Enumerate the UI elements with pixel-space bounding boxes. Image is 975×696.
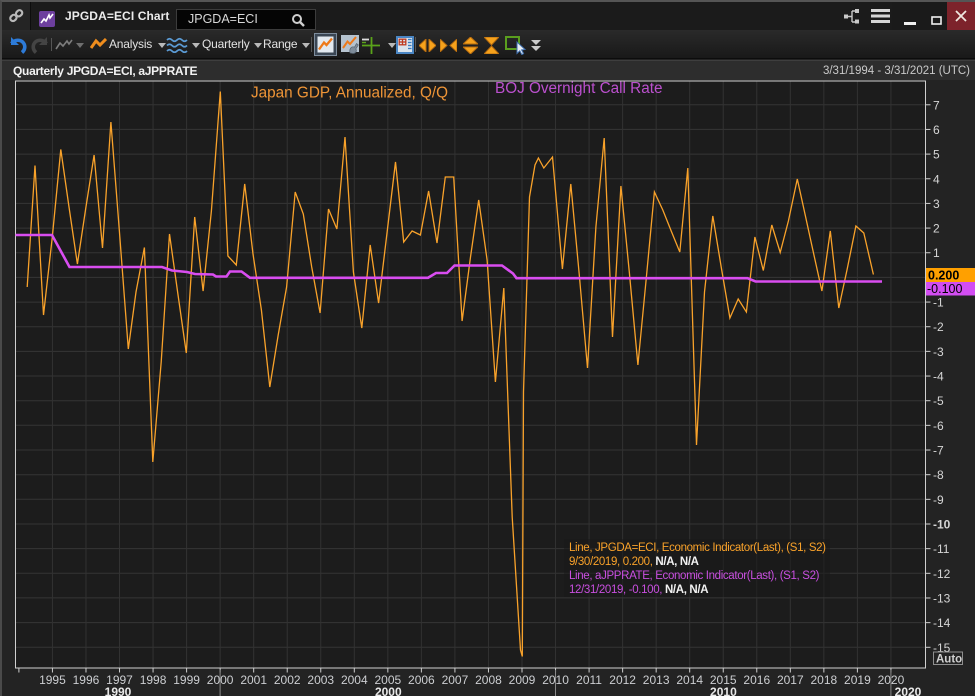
svg-text:1998: 1998	[140, 673, 167, 687]
svg-text:2005: 2005	[374, 673, 401, 687]
svg-text:2006: 2006	[408, 673, 435, 687]
svg-text:2020: 2020	[895, 685, 922, 696]
svg-text:-6: -6	[933, 419, 944, 433]
svg-text:2014: 2014	[676, 673, 703, 687]
svg-text:-9: -9	[933, 493, 944, 507]
svg-text:2016: 2016	[743, 673, 770, 687]
svg-text:-15: -15	[933, 641, 951, 655]
svg-text:-4: -4	[933, 370, 944, 384]
svg-text:12/31/2019, -0.100, N/A, N/A: 12/31/2019, -0.100, N/A, N/A	[569, 584, 708, 596]
svg-text:3: 3	[933, 197, 940, 211]
svg-text:-1: -1	[933, 296, 944, 310]
svg-text:2011: 2011	[576, 673, 602, 687]
svg-text:2001: 2001	[240, 673, 267, 687]
svg-text:9/30/2019, 0.200, N/A, N/A: 9/30/2019, 0.200, N/A, N/A	[569, 556, 699, 568]
svg-text:Line, JPGDA=ECI, Economic Indi: Line, JPGDA=ECI, Economic Indicator(Last…	[569, 542, 826, 554]
svg-text:2018: 2018	[811, 673, 838, 687]
svg-text:-0.100: -0.100	[927, 282, 962, 296]
svg-text:-7: -7	[933, 444, 944, 458]
svg-text:-2: -2	[933, 320, 944, 334]
svg-text:2015: 2015	[710, 673, 737, 687]
svg-text:-14: -14	[933, 616, 951, 630]
svg-text:-13: -13	[933, 591, 951, 605]
svg-text:2019: 2019	[844, 673, 871, 687]
svg-text:4: 4	[933, 172, 940, 186]
svg-text:1996: 1996	[73, 673, 100, 687]
svg-text:-10: -10	[933, 518, 951, 532]
svg-text:2008: 2008	[475, 673, 502, 687]
svg-text:Line, aJPPRATE, Economic Indic: Line, aJPPRATE, Economic Indicator(Last)…	[569, 570, 820, 582]
svg-text:2013: 2013	[643, 673, 670, 687]
svg-text:7: 7	[933, 98, 940, 112]
svg-text:2003: 2003	[307, 673, 334, 687]
svg-text:2007: 2007	[442, 673, 469, 687]
svg-text:1990: 1990	[105, 685, 132, 696]
svg-text:1997: 1997	[106, 673, 133, 687]
svg-text:2017: 2017	[777, 673, 804, 687]
svg-text:2009: 2009	[509, 673, 536, 687]
svg-text:BOJ Overnight Call Rate: BOJ Overnight Call Rate	[495, 80, 662, 97]
svg-text:1999: 1999	[173, 673, 200, 687]
svg-text:2010: 2010	[710, 685, 737, 696]
svg-text:1: 1	[933, 246, 940, 260]
svg-text:5: 5	[933, 148, 940, 162]
svg-text:-3: -3	[933, 345, 944, 359]
svg-text:-11: -11	[933, 542, 950, 556]
svg-text:2012: 2012	[609, 673, 636, 687]
svg-text:Auto: Auto	[936, 654, 962, 666]
svg-text:0.200: 0.200	[928, 269, 959, 283]
svg-text:2002: 2002	[274, 673, 301, 687]
svg-text:2: 2	[933, 222, 940, 236]
svg-text:-12: -12	[933, 567, 951, 581]
svg-text:2004: 2004	[341, 673, 368, 687]
svg-text:1995: 1995	[39, 673, 66, 687]
svg-text:Japan GDP, Annualized, Q/Q: Japan GDP, Annualized, Q/Q	[251, 85, 448, 102]
svg-text:-8: -8	[933, 468, 944, 482]
svg-text:6: 6	[933, 123, 940, 137]
svg-text:2000: 2000	[375, 685, 402, 696]
svg-text:-5: -5	[933, 394, 944, 408]
